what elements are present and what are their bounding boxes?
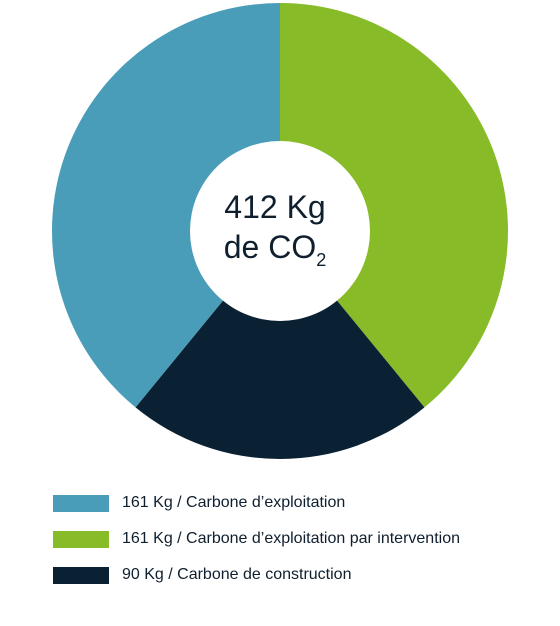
legend-item-construction: 90 Kg / Carbone de construction [53,564,553,586]
donut-hole [190,141,370,321]
center-unit-subscript: 2 [316,250,326,270]
chart-legend: 161 Kg / Carbone d’exploitation 161 Kg /… [53,492,553,600]
slice-intervention [280,3,508,408]
center-unit-text: de CO [224,229,316,265]
slice-construction [135,231,425,459]
legend-item-intervention: 161 Kg / Carbone d’exploitation par inte… [53,528,553,550]
donut-chart: 412 Kg de CO2 [51,3,508,459]
legend-swatch-intervention [53,530,109,548]
center-unit-label: de CO2 [224,229,327,270]
slice-exploitation [51,3,280,408]
center-total-label: 412 Kg [224,189,325,225]
legend-swatch-construction [53,566,109,584]
donut-slices [51,3,508,459]
legend-item-exploitation: 161 Kg / Carbone d’exploitation [53,492,553,514]
legend-swatch-exploitation [53,494,109,512]
legend-label-intervention: 161 Kg / Carbone d’exploitation par inte… [122,530,460,547]
legend-label-construction: 90 Kg / Carbone de construction [122,566,352,583]
legend-label-exploitation: 161 Kg / Carbone d’exploitation [122,494,346,511]
